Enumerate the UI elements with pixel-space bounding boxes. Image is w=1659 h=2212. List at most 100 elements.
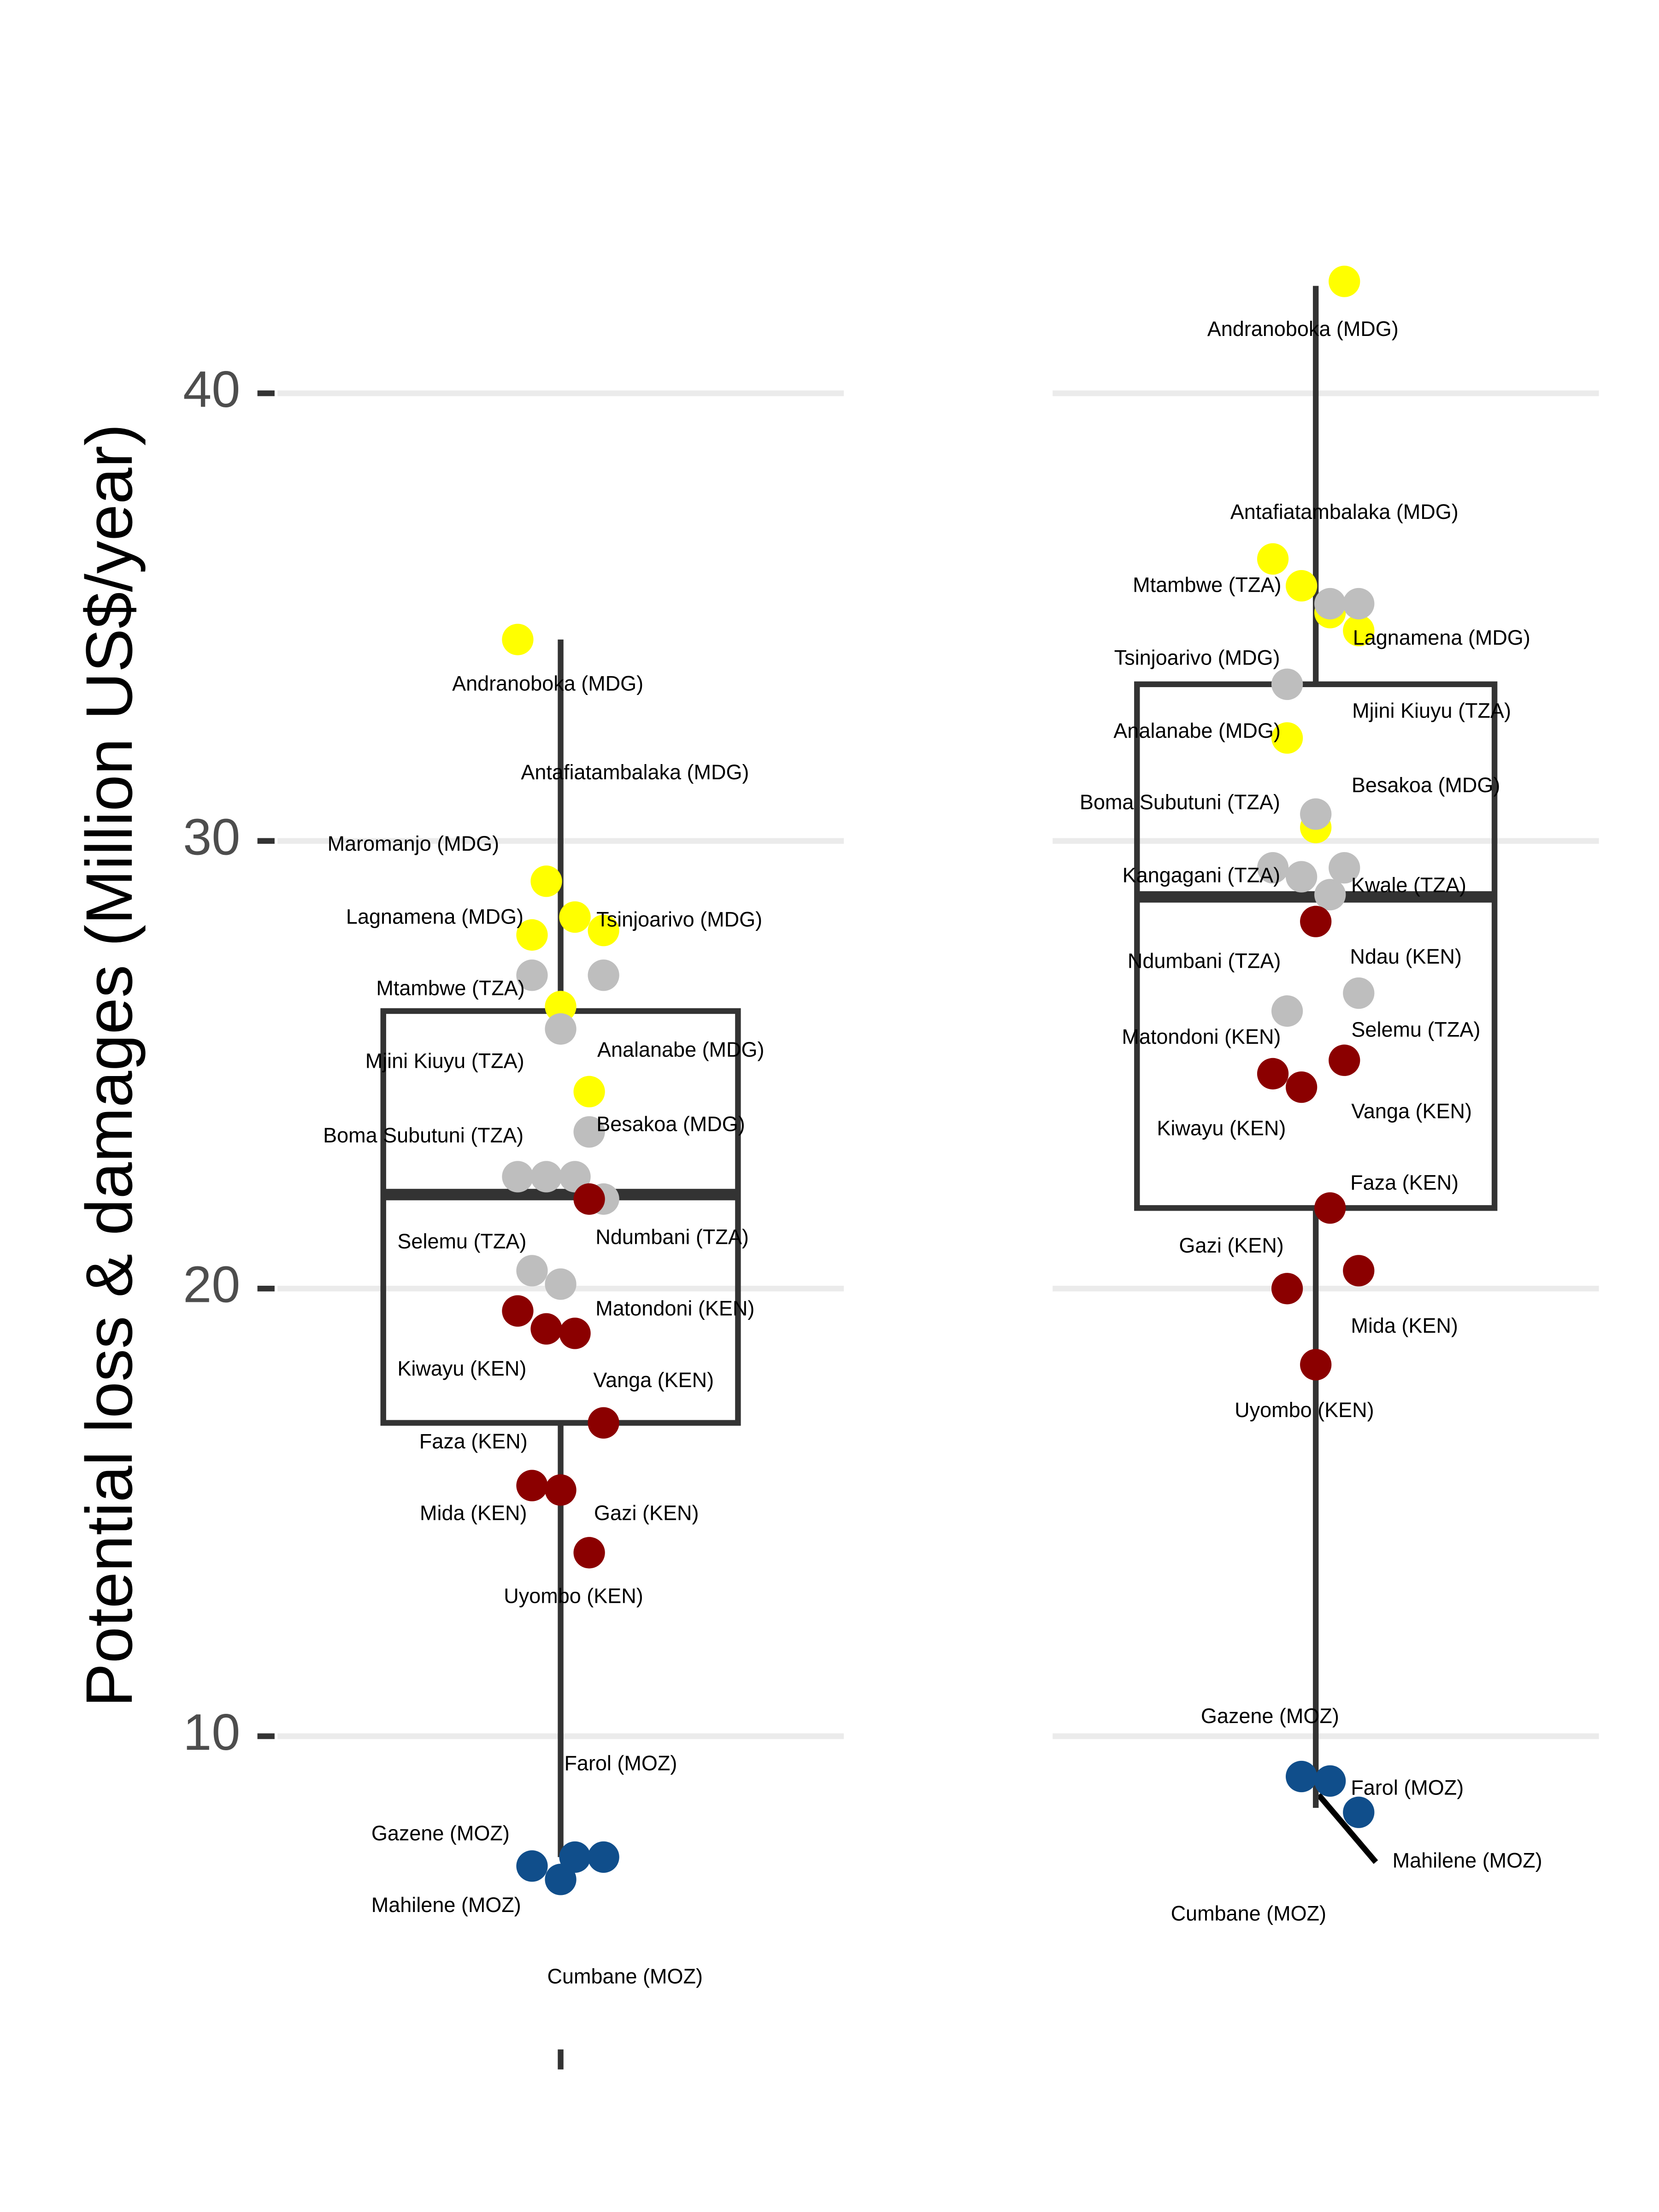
point [1314,1765,1346,1797]
point-label: Vanga (KEN) [1351,1099,1472,1123]
point-label: Besakoa (MDG) [596,1112,745,1135]
point [1271,1273,1303,1305]
point [1285,570,1318,602]
point-label: Lagnamena (MDG) [1353,626,1530,649]
point [573,1183,605,1215]
point [1314,879,1346,911]
point [545,991,577,1023]
point-label: Kiwayu (KEN) [1157,1117,1286,1140]
point [1257,543,1289,575]
point-label: Maromanjo (MDG) [328,832,499,855]
point [545,1474,577,1506]
point [516,1470,548,1501]
point-label: Mahilene (MOZ) [1393,1849,1542,1872]
point-label: Uyombo (KEN) [504,1584,643,1607]
point [516,959,548,991]
point [1300,906,1332,937]
point [516,1850,548,1882]
point [1285,1071,1318,1103]
point-label: Mtambwe (TZA) [376,976,524,1000]
point [502,1295,534,1327]
point-label: Gazi (KEN) [594,1501,699,1524]
point-label: Farol (MOZ) [564,1752,677,1775]
point [502,624,534,655]
point-label: Gazi (KEN) [1179,1234,1283,1257]
point [1271,668,1303,700]
point-label: Kiwayu (KEN) [397,1357,526,1380]
point [545,1864,577,1895]
point [1343,977,1375,1009]
point [1300,1349,1332,1381]
point [573,1116,605,1148]
point [1343,1255,1375,1287]
point [1329,265,1360,297]
point-label: Ndumbani (TZA) [595,1225,748,1248]
point [588,914,619,947]
point [516,1255,548,1287]
point [530,865,562,897]
point-label: Ndau (KEN) [1350,945,1462,968]
point [545,1013,577,1045]
point-label: Mahilene (MOZ) [371,1893,521,1917]
y-tick-label: 10 [183,1703,240,1761]
point [530,1161,562,1193]
point [559,901,591,933]
point-label: Mida (KEN) [420,1501,527,1524]
point-label: Mjini Kiuyu (TZA) [1352,699,1511,722]
point [559,1841,591,1873]
point-label: Matondoni (KEN) [1122,1025,1281,1048]
point-label: Lagnamena (MDG) [346,905,524,928]
point [502,1161,534,1193]
point [545,1268,577,1300]
point-label: Boma Subutuni (TZA) [1080,790,1280,814]
point [1257,1058,1289,1090]
point [1343,1796,1375,1828]
point [1343,615,1375,647]
point-label: Selemu (TZA) [1351,1018,1480,1041]
y-tick-label: 40 [183,360,240,418]
point [516,919,548,951]
point-label: Ndumbani (TZA) [1128,949,1281,973]
point-label: Mida (KEN) [1351,1314,1458,1337]
point-label: Andranoboka (MDG) [452,671,643,695]
point-label: Boma Subutuni (TZA) [323,1124,524,1147]
point [573,1076,605,1107]
point [1271,995,1303,1027]
point-label: Analanabe (MDG) [597,1038,765,1061]
point [1300,798,1332,830]
point [1314,1192,1346,1224]
point-label: Tsinjoarivo (MDG) [1114,646,1280,670]
point-label: Cumbane (MOZ) [1171,1901,1326,1925]
point [1329,852,1360,884]
point-label: Uyombo (KEN) [1235,1398,1374,1422]
point [530,1313,562,1345]
point-label: Besakoa (MDG) [1352,773,1500,797]
point-label: Gazene (MOZ) [371,1822,510,1845]
point [1285,861,1318,893]
point [1314,588,1346,620]
point-label: Analanabe (MDG) [1113,719,1281,742]
point [559,1161,591,1193]
point-label: Faza (KEN) [419,1430,528,1453]
point-label: Mtambwe (TZA) [1133,573,1281,596]
point [1271,722,1303,754]
point [1285,1760,1318,1793]
point-label: Gazene (MOZ) [1201,1704,1339,1728]
point-label: Mjini Kiuyu (TZA) [365,1049,524,1073]
point-label: Antafiatambalaka (MDG) [521,760,749,784]
y-axis-title: Potential loss & damages (Million US$/ye… [73,424,146,1707]
y-tick-label: 20 [183,1256,240,1313]
point-label: Matondoni (KEN) [595,1297,754,1320]
point [1257,852,1289,884]
point [588,959,619,991]
point-label: Antafiatambalaka (MDG) [1230,500,1459,524]
point-label: Kangagani (TZA) [1123,863,1281,887]
point [573,1537,605,1569]
point-label: Andranoboka (MDG) [1207,317,1399,341]
point-label: Tsinjoarivo (MDG) [596,908,762,931]
point-label: Cumbane (MOZ) [547,1965,702,1988]
point-label: Selemu (TZA) [397,1230,526,1253]
point-label: Farol (MOZ) [1351,1776,1464,1799]
point [588,1407,619,1439]
